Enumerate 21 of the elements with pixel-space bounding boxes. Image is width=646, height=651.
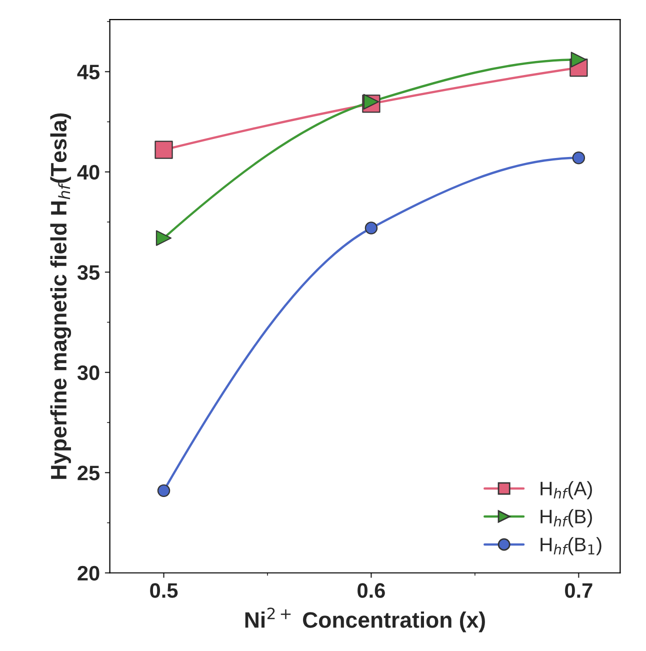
legend-label: H$_{hf}$(B$_{1}$) [540, 537, 602, 556]
legend-label: H$_{hf}$(B) [540, 509, 592, 528]
x-axis-title: Ni$^{2+}$ Concentration (x) [245, 608, 485, 632]
y-tick-label: 45 [77, 64, 100, 80]
point [364, 222, 378, 234]
point [154, 140, 173, 159]
point [157, 484, 170, 498]
x-tick-label: 0.7 [565, 583, 592, 598]
y-axis-title: Hyperfine magnetic field H$_{hf}$(Tesla) [50, 113, 72, 479]
y-tick-label: 35 [77, 265, 100, 280]
legend-label: H$_{hf}$(A) [540, 481, 592, 500]
point [570, 52, 587, 68]
y-tick-label: 25 [78, 466, 100, 480]
y-tick-label: 40 [77, 164, 100, 180]
x-tick-label: 0.6 [358, 583, 385, 598]
point [572, 152, 586, 164]
point [363, 94, 380, 110]
y-tick-label: 30 [77, 365, 100, 380]
y-tick-label: 20 [78, 566, 100, 581]
x-tick-label: 0.5 [150, 583, 178, 598]
point [156, 230, 172, 246]
